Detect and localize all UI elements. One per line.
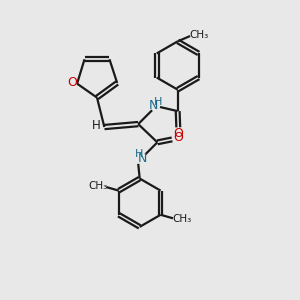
Text: N: N bbox=[138, 152, 147, 165]
Text: CH₃: CH₃ bbox=[172, 214, 191, 224]
Text: O: O bbox=[67, 76, 77, 89]
Text: CH₃: CH₃ bbox=[88, 181, 107, 191]
Text: CH₃: CH₃ bbox=[189, 30, 208, 40]
Text: O: O bbox=[174, 127, 184, 140]
Text: H: H bbox=[135, 149, 143, 159]
Text: H: H bbox=[92, 119, 100, 132]
Text: H: H bbox=[154, 97, 162, 107]
Text: O: O bbox=[173, 131, 183, 144]
Text: N: N bbox=[149, 99, 158, 112]
